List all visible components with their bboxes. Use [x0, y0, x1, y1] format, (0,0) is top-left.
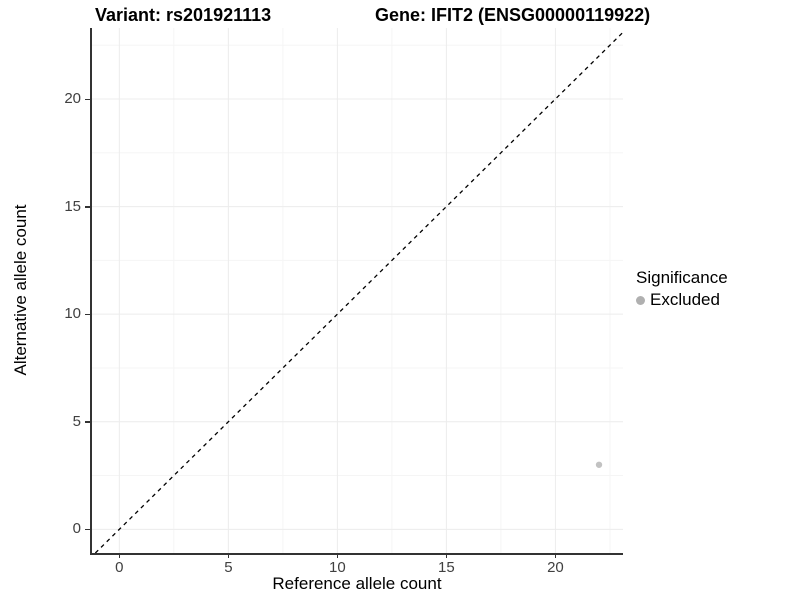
legend-item: Excluded: [636, 290, 728, 310]
legend-title: Significance: [636, 268, 728, 287]
y-tick-label: 20: [64, 90, 81, 107]
x-tick-label: 10: [329, 559, 346, 576]
identity-dashed-line: [94, 31, 623, 554]
x-axis-title: Reference allele count: [272, 574, 442, 593]
legend-point-icon: [636, 295, 645, 305]
x-tick-label: 0: [115, 559, 124, 576]
x-tick-mark: [554, 553, 557, 558]
y-tick-label: 0: [72, 520, 81, 538]
y-tick-mark: [85, 421, 90, 423]
plot-title-variant: Variant: rs201921113: [95, 5, 272, 25]
legend-item-label: Excluded: [650, 290, 720, 309]
x-tick-label: 20: [547, 559, 564, 576]
y-tick-mark: [85, 206, 90, 208]
x-tick-label: 15: [438, 559, 455, 576]
x-tick-label: 5: [224, 559, 233, 576]
y-tick-mark: [85, 313, 90, 316]
y-tick-label: 10: [64, 305, 81, 323]
y-axis-line: [90, 28, 92, 554]
legend: Significance Excluded: [636, 267, 728, 310]
x-axis-line: [90, 553, 623, 555]
plot-panel: [91, 28, 623, 554]
y-tick-label: 5: [72, 412, 81, 430]
x-tick-mark: [336, 553, 339, 558]
x-tick-mark: [445, 553, 448, 558]
y-tick-mark: [85, 528, 90, 531]
y-axis-title: Alternative allele count: [11, 204, 30, 376]
y-tick-label: 15: [64, 197, 81, 215]
x-tick-mark: [118, 553, 121, 558]
data-point: [595, 461, 603, 468]
x-tick-mark: [227, 553, 230, 558]
y-tick-mark: [85, 98, 90, 100]
plot-title-gene: Gene: IFIT2 (ENSG00000119922): [375, 5, 651, 25]
legend-items: Excluded: [636, 290, 728, 310]
